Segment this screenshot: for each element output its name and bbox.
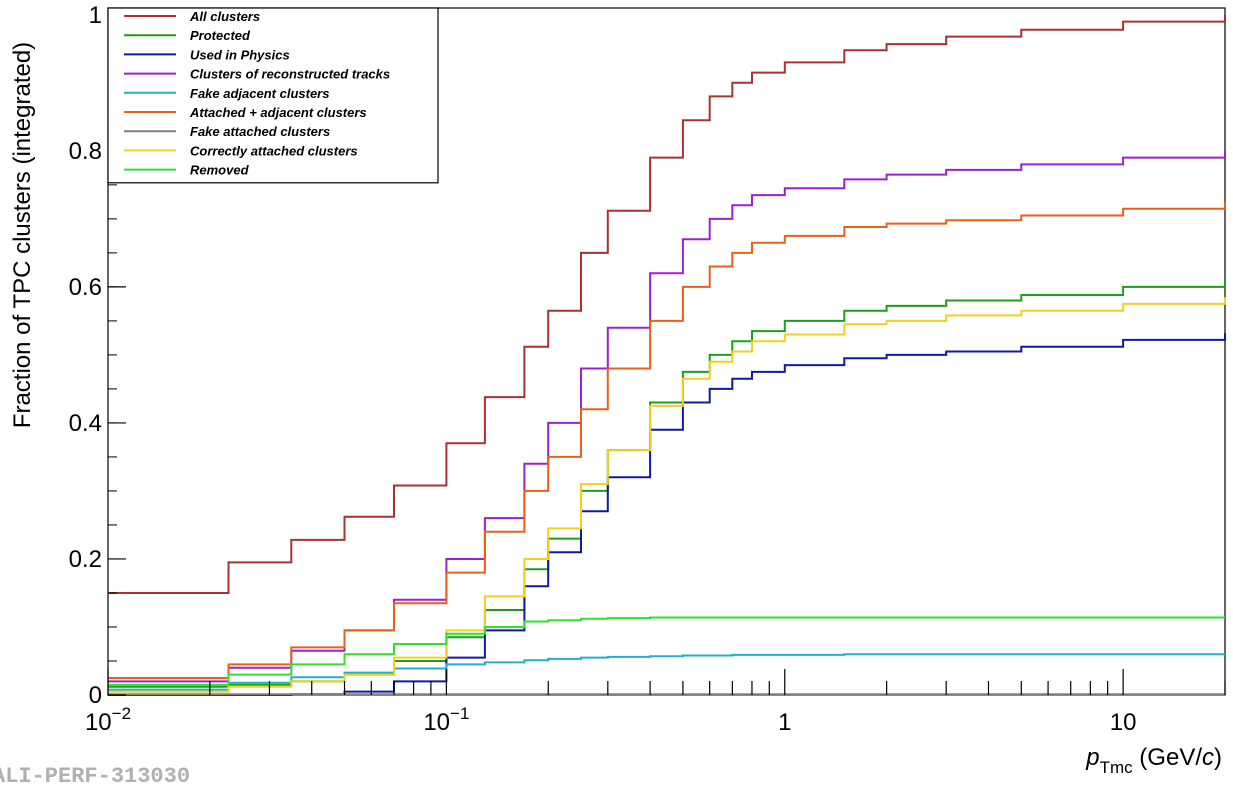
series-line-9 (108, 616, 1225, 686)
legend-label: Attached + adjacent clusters (189, 105, 367, 120)
legend-label: All clusters (189, 9, 260, 24)
legend-label: Protected (190, 28, 251, 43)
watermark: ALI-PERF-313030 (0, 764, 190, 785)
axes: 0 0.2 0.4 0.6 0.8 1 10−2 10−1 1 10 (69, 2, 1226, 736)
y-axis-title: Fraction of TPC clusters (integrated) (9, 42, 36, 428)
y-tick-label: 0.8 (69, 138, 102, 165)
x-tick-label: 10−2 (85, 704, 131, 736)
legend-label: Correctly attached clusters (190, 143, 358, 158)
series-line-2 (108, 278, 1226, 688)
series-line-4 (108, 150, 1226, 683)
legend: All clusters Protected Used in Physics Clus… (107, 7, 439, 184)
x-tick-label: 10−1 (423, 704, 469, 736)
series-line-3 (108, 333, 1226, 696)
x-tick-label: 10 (1110, 709, 1137, 736)
y-tick-label: 0.4 (69, 410, 102, 437)
legend-label: Used in Physics (190, 47, 290, 62)
legend-label: Fake adjacent clusters (190, 86, 329, 101)
y-tick-label: 1 (89, 2, 102, 29)
x-tick-label: 1 (778, 709, 791, 736)
series-group (108, 14, 1226, 696)
series-line-6 (108, 201, 1226, 679)
x-axis-title: pTmc (GeV/c) (1085, 744, 1222, 777)
y-tick-label: 0.6 (69, 274, 102, 301)
y-tick-label: 0.2 (69, 546, 102, 573)
series-line-1 (108, 14, 1226, 594)
legend-box (107, 7, 439, 184)
series-line-5 (108, 653, 1225, 691)
legend-label: Removed (190, 163, 250, 178)
y-tick-label: 0 (89, 682, 102, 709)
legend-label: Clusters of reconstructed tracks (190, 67, 390, 82)
series-line-8 (108, 297, 1226, 693)
legend-label: Fake attached clusters (190, 124, 330, 139)
